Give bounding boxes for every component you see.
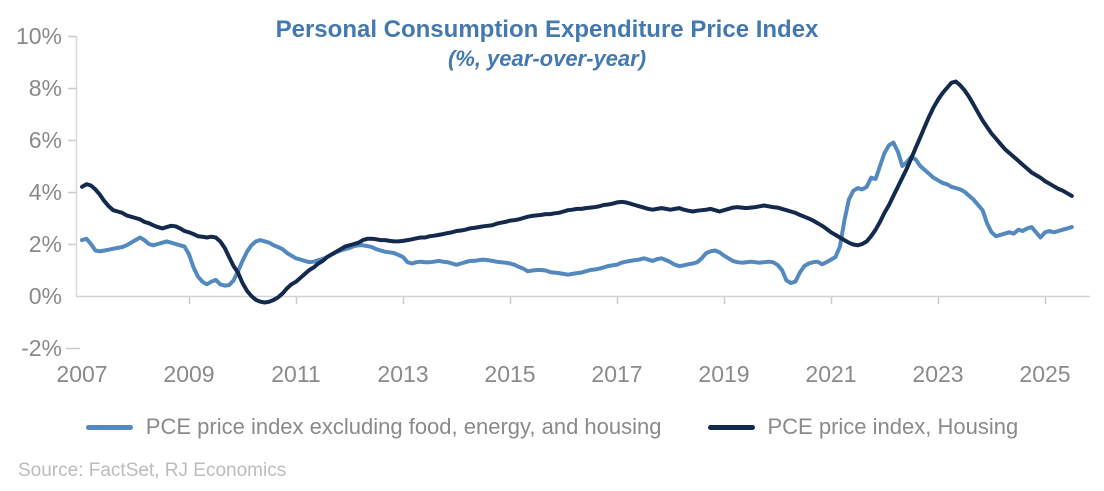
x-tick-label-2009: 2009 xyxy=(163,361,215,387)
chart-subtitle: (%, year-over-year) xyxy=(447,46,647,71)
legend-swatch-dark-icon xyxy=(707,424,755,430)
y-tick-label-neg2: -2% xyxy=(21,335,62,361)
x-tick-label-2019: 2019 xyxy=(698,361,750,387)
chart-title: Personal Consumption Expenditure Price I… xyxy=(275,16,819,43)
x-tick-label-2021: 2021 xyxy=(805,361,857,387)
series-layer xyxy=(80,79,1074,305)
y-tick-label-8: 8% xyxy=(28,75,62,101)
x-tick-label-2023: 2023 xyxy=(912,361,964,387)
x-axis-ticks xyxy=(188,297,1047,304)
x-tick-label-2007: 2007 xyxy=(56,361,108,387)
x-tick-label-2011: 2011 xyxy=(271,361,321,387)
legend-swatch-light-icon xyxy=(85,424,133,430)
chart-legend: PCE price index excluding food, energy, … xyxy=(0,414,1104,440)
x-tick-label-2015: 2015 xyxy=(484,361,536,387)
legend-label: PCE price index, Housing xyxy=(767,414,1019,439)
x-tick-label-2025: 2025 xyxy=(1019,361,1071,387)
y-tick-label-4: 4% xyxy=(28,179,62,205)
x-tick-label-2013: 2013 xyxy=(377,361,429,387)
y-tick-label-0: 0% xyxy=(28,283,62,309)
legend-item-housing: PCE price index, Housing xyxy=(707,414,1019,440)
source-note: Source: FactSet, RJ Economics xyxy=(18,460,287,481)
y-axis-ticks xyxy=(66,35,80,350)
series-line-ex-food-energy-housing xyxy=(80,140,1074,288)
legend-item-ex-food-energy-housing: PCE price index excluding food, energy, … xyxy=(85,414,662,440)
legend-label: PCE price index excluding food, energy, … xyxy=(145,414,662,439)
y-tick-label-10: 10% xyxy=(15,23,62,49)
series-line-housing xyxy=(80,79,1074,305)
x-tick-label-2017: 2017 xyxy=(591,361,643,387)
y-tick-label-2: 2% xyxy=(28,231,62,257)
y-tick-label-6: 6% xyxy=(28,127,62,153)
